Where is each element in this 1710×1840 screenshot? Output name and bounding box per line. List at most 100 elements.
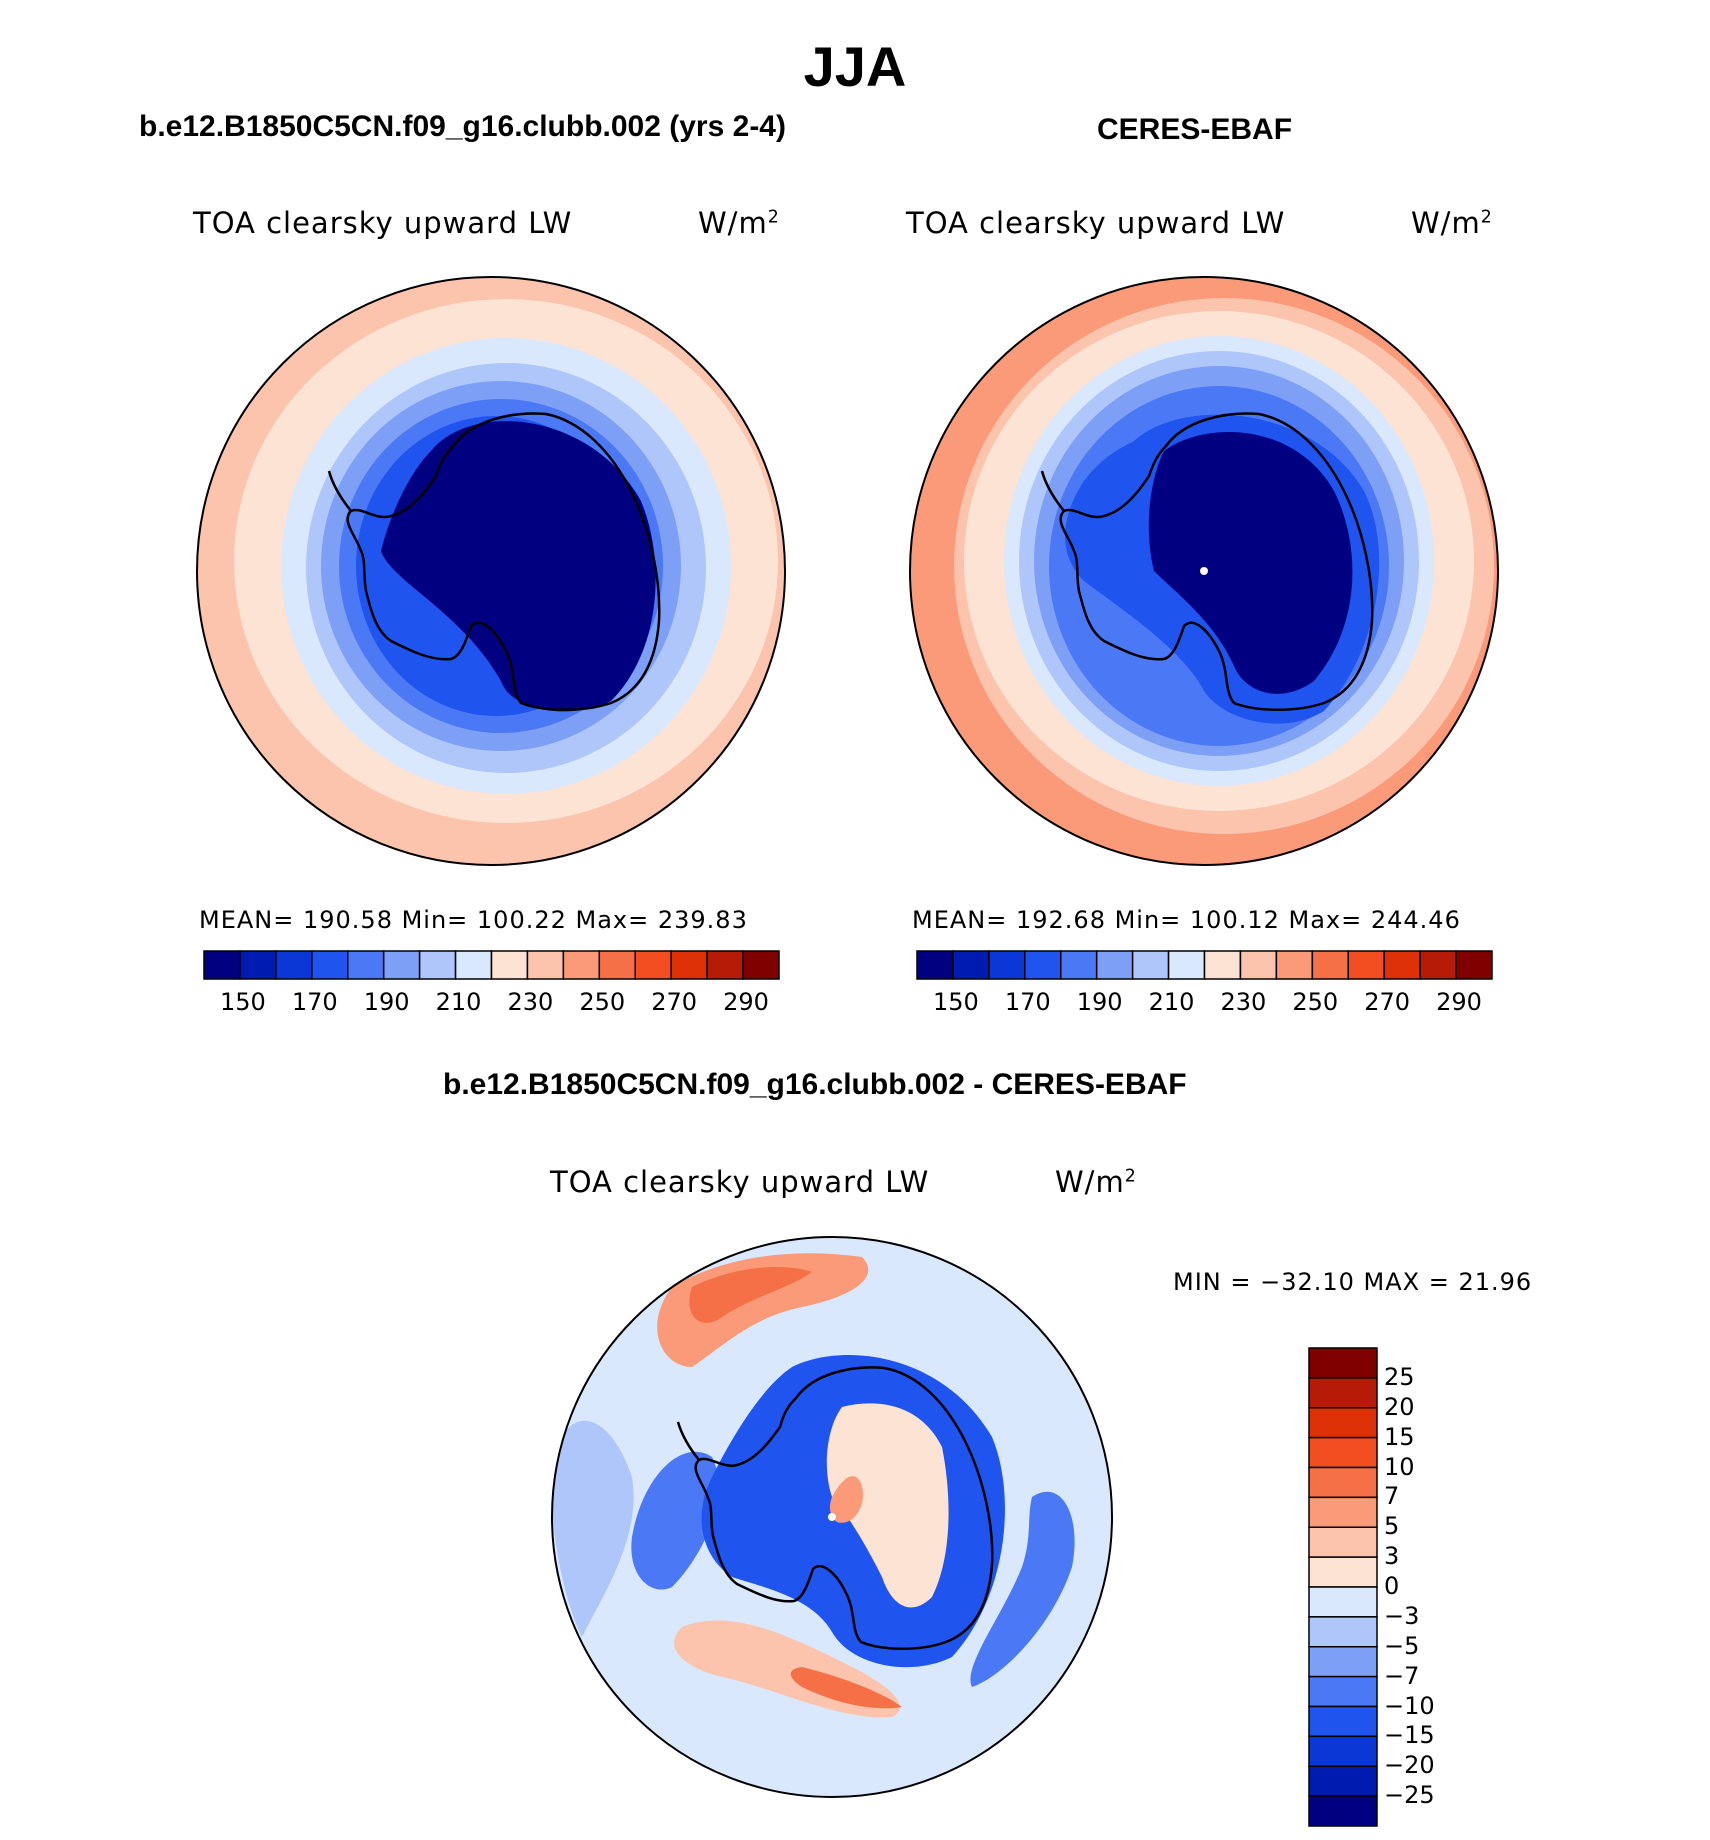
figure-title: JJA (803, 35, 907, 98)
colorbar-tick-label: 170 (291, 988, 338, 1016)
panel-3-colorbar-ticks: 25 20 15 10 7 5 3 0 −3 −5 −7 −10 −15 −20 −25 (1384, 1347, 1504, 1827)
panel-3-units-label: W/m2 (1055, 1165, 1137, 1199)
colorbar-box (562, 950, 601, 980)
colorbar-box (598, 950, 636, 980)
colorbar-box (418, 950, 457, 980)
colorbar-box (203, 950, 241, 980)
coastline-path (694, 1366, 994, 1650)
field-east-negative (970, 1491, 1075, 1687)
panel-1-polar-map (196, 276, 786, 866)
panel-2-variable-label: TOA clearsky upward LW (906, 206, 1286, 240)
colorbar-tick-label: −25 (1384, 1781, 1435, 1810)
colorbar-box (1308, 1407, 1378, 1439)
panel-3-colorbar (1308, 1347, 1378, 1827)
colorbar-box (952, 950, 990, 980)
colorbar-box (1455, 950, 1493, 980)
coastline-path (346, 412, 661, 711)
panel-1-coastline (327, 412, 661, 711)
field-antarctic-plateau (1148, 431, 1353, 694)
colorbar-tick-label: 15 (1384, 1422, 1415, 1451)
panel-1-stats: MEAN= 190.58 Min= 100.22 Max= 239.83 (199, 906, 748, 934)
colorbar-box (1308, 1377, 1378, 1409)
panel-1-case-title: b.e12.B1850C5CN.f09_g16.clubb.002 (yrs 2… (139, 110, 786, 143)
panel-3-polar-map (551, 1236, 1113, 1798)
colorbar-tick-label: −3 (1384, 1601, 1420, 1630)
colorbar-box (706, 950, 744, 980)
field-south-positive-core (790, 1667, 902, 1709)
panel-3-stats: MIN = −32.10 MAX = 21.96 (1173, 1268, 1533, 1296)
colorbar-tick-label: 230 (1220, 988, 1267, 1016)
colorbar-box (1308, 1496, 1378, 1528)
field-antarctic-plateau (381, 421, 656, 712)
panel-2-coastline (1040, 412, 1374, 711)
colorbar-tick-label: 250 (1292, 988, 1339, 1016)
colorbar-box (382, 950, 421, 980)
colorbar-box (1419, 950, 1457, 980)
colorbar-box (1308, 1466, 1378, 1499)
panel-1-variable-label: TOA clearsky upward LW (193, 206, 573, 240)
colorbar-box (1308, 1347, 1378, 1379)
colorbar-tick-label: 210 (1148, 988, 1195, 1016)
colorbar-tick-label: −20 (1384, 1751, 1435, 1780)
colorbar-tick-label: 170 (1004, 988, 1051, 1016)
panel-3-map-border (551, 1236, 1113, 1798)
colorbar-tick-label: 190 (1076, 988, 1123, 1016)
coastline-path (1059, 412, 1374, 711)
panel-3-coastline (676, 1366, 994, 1650)
colorbar-box (1275, 950, 1314, 980)
field-plateau-positive (826, 1403, 949, 1608)
panel-1-map-border (196, 276, 786, 866)
colorbar-box (1131, 950, 1170, 980)
colorbar-box (1383, 950, 1421, 980)
colorbar-tick-label: 230 (507, 988, 554, 1016)
colorbar-tick-label: 190 (363, 988, 410, 1016)
colorbar-box (275, 950, 313, 980)
panel-1-colorbar-ticks: 150 170 190 210 230 250 270 290 (203, 988, 780, 1018)
colorbar-box (1308, 1735, 1378, 1767)
colorbar-tick-label: 270 (1364, 988, 1410, 1016)
colorbar-box (1203, 950, 1242, 980)
coastline-path (676, 1421, 700, 1461)
colorbar-box (1308, 1646, 1378, 1678)
colorbar-tick-label: 250 (579, 988, 626, 1016)
colorbar-box (311, 950, 349, 980)
panel-1-colorbar (203, 950, 780, 980)
panel-2-polar-map (909, 276, 1499, 866)
colorbar-tick-label: −15 (1384, 1721, 1435, 1750)
colorbar-tick-label: 5 (1384, 1512, 1400, 1541)
panel-3-pole-dot (828, 1513, 836, 1521)
colorbar-box (239, 950, 277, 980)
panel-2-units-label: W/m2 (1411, 206, 1493, 240)
panel-2-map-border (909, 276, 1499, 866)
colorbar-tick-label: 3 (1384, 1542, 1400, 1571)
colorbar-tick-label: 10 (1384, 1452, 1415, 1481)
colorbar-box (1308, 1795, 1378, 1827)
coastline-path (1040, 470, 1065, 512)
panel-2-colorbar (916, 950, 1493, 980)
colorbar-box (1308, 1586, 1378, 1618)
colorbar-box (1308, 1436, 1378, 1469)
colorbar-box (1347, 950, 1385, 980)
field-north-positive-core (689, 1267, 812, 1323)
colorbar-box (634, 950, 672, 980)
colorbar-box (1308, 1675, 1378, 1708)
colorbar-tick-label: 0 (1384, 1572, 1400, 1600)
colorbar-box (1308, 1616, 1378, 1648)
colorbar-tick-label: 20 (1384, 1392, 1415, 1421)
colorbar-tick-label: 7 (1384, 1482, 1400, 1511)
panel-3-variable-label: TOA clearsky upward LW (550, 1165, 930, 1199)
colorbar-tick-label: 150 (219, 988, 266, 1016)
colorbar-box (490, 950, 529, 980)
colorbar-box (454, 950, 493, 980)
colorbar-box (1024, 950, 1062, 980)
colorbar-box (1167, 950, 1206, 980)
colorbar-box (1311, 950, 1349, 980)
colorbar-tick-label: 210 (435, 988, 482, 1016)
colorbar-box (1308, 1765, 1378, 1797)
colorbar-box (526, 950, 565, 980)
field-west-negative (552, 1420, 634, 1637)
colorbar-box (1308, 1705, 1378, 1738)
colorbar-box (1060, 950, 1098, 980)
colorbar-tick-label: 25 (1384, 1362, 1415, 1391)
colorbar-tick-label: 270 (651, 988, 697, 1016)
